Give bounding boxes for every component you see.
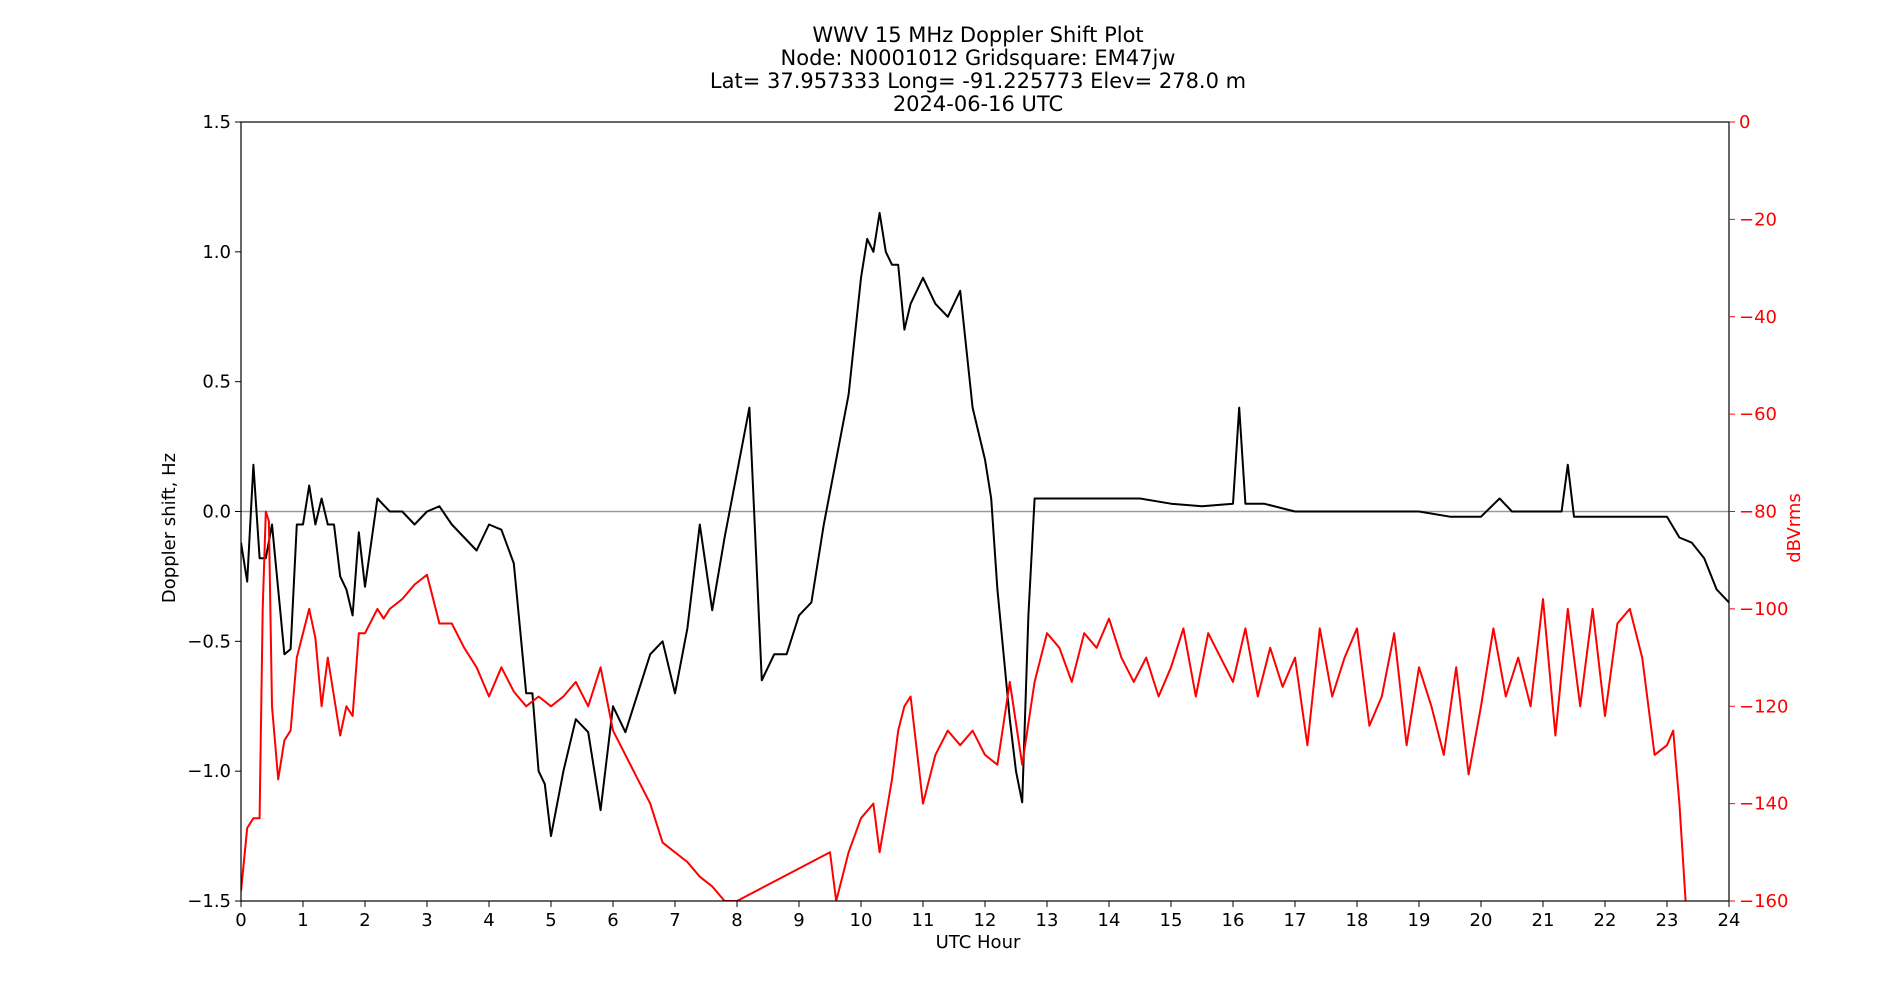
chart-title-line-1: WWV 15 MHz Doppler Shift Plot: [812, 23, 1143, 47]
chart-title-line-3: Lat= 37.957333 Long= -91.225773 Elev= 27…: [710, 69, 1246, 93]
x-tick-label: 11: [912, 910, 935, 931]
x-tick-label: 14: [1098, 910, 1121, 931]
y-right-tick-label: −80: [1739, 502, 1777, 523]
x-tick-label: 20: [1470, 910, 1493, 931]
doppler-shift-line: [241, 211, 1729, 838]
y-right-tick-label: −20: [1739, 209, 1777, 230]
chart-title-line-4: 2024-06-16 UTC: [893, 92, 1063, 116]
x-tick-label: 3: [421, 910, 432, 931]
y-right-tick-label: −40: [1739, 307, 1777, 328]
x-tick-label: 12: [974, 910, 997, 931]
x-tick-label: 17: [1284, 910, 1307, 931]
x-tick-label: 22: [1594, 910, 1617, 931]
x-tick-label: 16: [1222, 910, 1245, 931]
x-tick-label: 21: [1532, 910, 1555, 931]
x-tick-label: 0: [235, 910, 246, 931]
y-left-tick-label: 0.0: [202, 502, 231, 523]
x-tick-label: 2: [359, 910, 370, 931]
y-left-tick-label: 1.0: [202, 242, 231, 263]
x-tick-label: 23: [1656, 910, 1679, 931]
y-left-tick-label: −1.0: [187, 761, 231, 782]
y-right-tick-label: −160: [1739, 891, 1788, 912]
y-axis-label-left: Doppler shift, Hz: [159, 453, 180, 603]
y-right-tick-label: −60: [1739, 404, 1777, 425]
y-axis-label-right: dBVrms: [1784, 493, 1805, 563]
x-axis-label: UTC Hour: [936, 932, 1021, 953]
x-tick-label: 1: [297, 910, 308, 931]
x-tick-label: 10: [850, 910, 873, 931]
y-right-tick-label: 0: [1739, 112, 1750, 133]
x-tick-label: 18: [1346, 910, 1369, 931]
y-left-tick-label: −0.5: [187, 631, 231, 652]
x-tick-label: 9: [793, 910, 804, 931]
x-tick-label: 5: [545, 910, 556, 931]
x-tick-label: 13: [1036, 910, 1059, 931]
x-tick-label: 8: [731, 910, 742, 931]
y-left-tick-label: 0.5: [202, 372, 231, 393]
y-left-tick-label: −1.5: [187, 891, 231, 912]
x-tick-label: 24: [1718, 910, 1741, 931]
x-tick-label: 15: [1160, 910, 1183, 931]
plot-area: 0 1 2 3 4 5 6 7 8 9 10 11 12 13 14 15 16 17 18 19 20 21 22 23 24…: [187, 112, 1788, 931]
x-tick-label: 6: [607, 910, 618, 931]
y-left-tick-label: 1.5: [202, 112, 231, 133]
x-tick-label: 4: [483, 910, 494, 931]
y-right-tick-label: −140: [1739, 794, 1788, 815]
signal-level-line: [241, 510, 1687, 901]
y-right-tick-label: −120: [1739, 696, 1788, 717]
y-right-tick-label: −100: [1739, 599, 1788, 620]
x-tick-label: 7: [669, 910, 680, 931]
x-tick-label: 19: [1408, 910, 1431, 931]
chart-title-line-2: Node: N0001012 Gridsquare: EM47jw: [781, 46, 1176, 70]
